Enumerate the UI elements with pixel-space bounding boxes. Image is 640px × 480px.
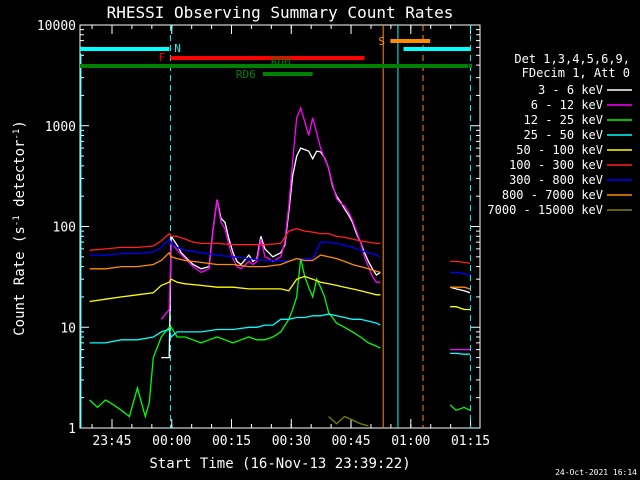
- flag-label-n: N: [174, 42, 181, 55]
- y-tick-label: 1: [68, 422, 76, 437]
- x-tick-label: 00:45: [331, 434, 370, 449]
- x-tick-label: 01:15: [451, 434, 490, 449]
- flag-label-f: F: [158, 51, 165, 64]
- y-axis-title-sup1: -1: [12, 215, 22, 226]
- series-line-7: [89, 251, 381, 274]
- series-line-late-0: [449, 286, 471, 294]
- y-axis-title-main: Count Rate (s: [12, 226, 28, 336]
- series-line-5: [89, 228, 381, 251]
- legend-label: 12 - 25 keV: [524, 113, 603, 127]
- y-axis-title-mid: detector: [12, 140, 28, 216]
- series-line-2: [89, 258, 381, 419]
- legend-label: 800 - 7000 keV: [502, 188, 603, 202]
- x-tick-label: 00:15: [212, 434, 251, 449]
- series-line-late-3: [450, 352, 470, 355]
- series-line-late-5: [450, 260, 471, 265]
- legend-label: 6 - 12 keV: [531, 98, 603, 112]
- timestamp: 24-Oct-2021 16:14: [555, 468, 637, 477]
- x-tick-label: 01:00: [391, 434, 430, 449]
- flag-label-rd6: RD6: [236, 68, 256, 81]
- chart-title: RHESSI Observing Summary Count Rates: [107, 3, 454, 22]
- x-axis-title: Start Time (16-Nov-13 23:39:22): [149, 456, 410, 472]
- series-line-1: [160, 106, 381, 320]
- y-tick-label: 1000: [45, 120, 76, 135]
- x-tick-label: 00:00: [152, 434, 191, 449]
- y-tick-label: 10000: [37, 19, 76, 34]
- legend-label: 3 - 6 keV: [538, 83, 603, 97]
- legend-label: 300 - 800 keV: [509, 173, 603, 187]
- series-line-3: [89, 313, 381, 344]
- y-tick-label: 100: [53, 221, 76, 236]
- flag-label-s: S: [378, 35, 385, 48]
- x-tick-label: 23:45: [92, 434, 131, 449]
- flag-label-rd0: RD0: [271, 55, 291, 68]
- legend-header-line: Det 1,3,4,5,6,9,: [514, 52, 630, 66]
- series-group: [80, 25, 471, 428]
- series-line-8: [328, 415, 369, 427]
- plot-area: 1 10 100 1000 10000 23:45 00:00 00:15 00:30 00:45…: [37, 19, 490, 449]
- series-line-late-2: [449, 404, 471, 412]
- series-line-6: [89, 237, 381, 263]
- y-tick-label: 10: [60, 321, 76, 336]
- legend-label: 7000 - 15000 keV: [487, 203, 603, 217]
- series-line-4: [89, 275, 381, 303]
- x-tick-label: 00:30: [272, 434, 311, 449]
- legend: Det 1,3,4,5,6,9,FDecim 1, Att 0 3 - 6 keV…: [487, 52, 632, 217]
- legend-header-line: FDecim 1, Att 0: [522, 66, 630, 80]
- y-axis-title-end: ): [12, 120, 28, 128]
- series-line-late-6: [450, 271, 471, 276]
- series-line-late-4: [450, 306, 470, 311]
- legend-label: 50 - 100 keV: [516, 143, 603, 157]
- legend-label: 100 - 300 keV: [509, 158, 603, 172]
- y-axis-title-sup2: -1: [12, 129, 22, 140]
- series-line-late-7: [450, 286, 471, 290]
- legend-label: 25 - 50 keV: [524, 128, 603, 142]
- y-axis-title: Count Rate (s-1 detector-1): [12, 120, 28, 336]
